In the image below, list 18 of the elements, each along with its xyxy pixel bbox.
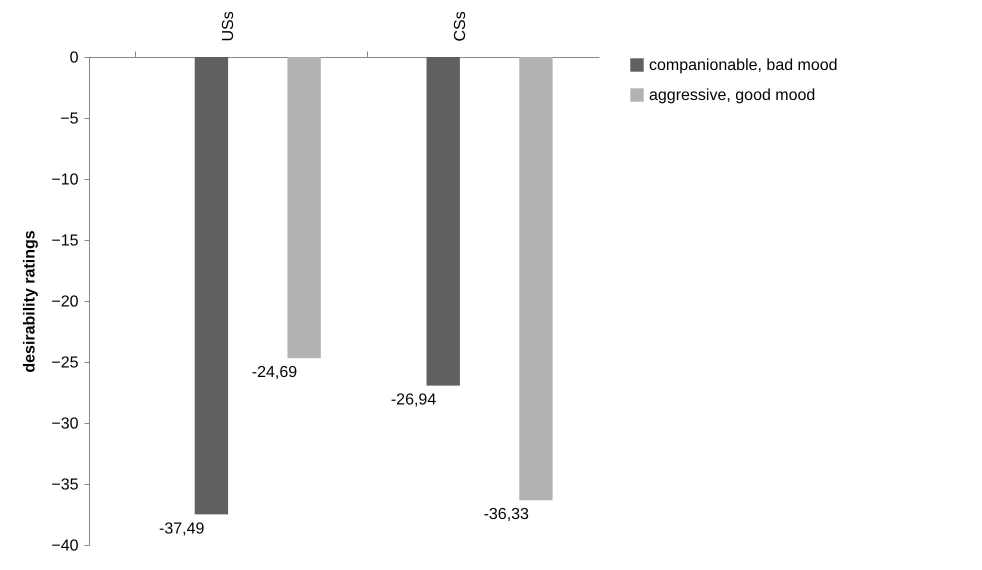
y-tick-label: −30 [51,416,79,432]
y-tick-label: −15 [51,232,79,250]
x-tick-label: CSs [452,11,469,42]
legend-label: aggressive, good mood [649,87,816,104]
data-label: -36,33 [484,506,530,524]
data-label: -24,69 [252,364,298,382]
y-tick-label: −40 [51,538,79,554]
data-label: -26,94 [390,392,436,409]
y-tick-label: 0 [70,50,79,66]
y-axis-title: desirability ratings [21,230,38,373]
legend-label: companionable, bad mood [649,57,838,74]
data-label: -37,49 [159,520,205,538]
y-tick-label: −25 [51,354,79,372]
y-tick-label: −20 [51,294,79,310]
x-tick-label: USs [220,11,238,42]
y-tick-label: −35 [51,476,79,494]
y-tick-label: −5 [60,110,79,128]
y-tick-label: −10 [51,172,79,188]
